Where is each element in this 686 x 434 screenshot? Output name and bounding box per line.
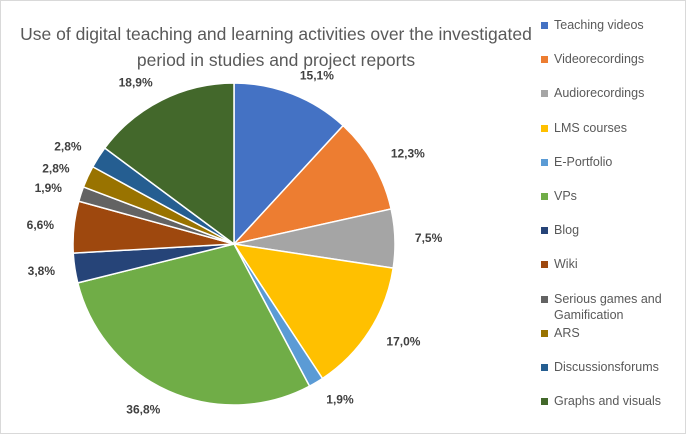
legend-label: Wiki <box>554 257 578 272</box>
legend-item-1: Videorecordings <box>541 51 644 67</box>
legend-item-10: Discussionsforums <box>541 359 659 375</box>
legend-swatch <box>541 227 548 235</box>
legend-item-2: Audiorecordings <box>541 85 644 101</box>
data-label-2: 7,5% <box>415 231 443 245</box>
pie-slice-1 <box>231 124 393 246</box>
legend-label: Discussionsforums <box>554 360 659 374</box>
data-label-10: 2,8% <box>54 139 82 153</box>
pie-slice-3 <box>232 243 395 380</box>
data-label-3: 17,0% <box>386 335 420 349</box>
legend-swatch <box>541 364 548 371</box>
legend-swatch <box>541 329 548 337</box>
legend-item-4: E-Portfolio <box>541 154 612 170</box>
legend-item-6: Blog <box>541 222 579 238</box>
legend-label: Teaching videos <box>554 18 644 32</box>
pie-slice-5 <box>76 243 311 406</box>
legend-swatch <box>541 124 548 132</box>
data-label-7: 6,6% <box>27 218 55 232</box>
legend-label: VPs <box>554 189 577 203</box>
legend-item-0: Teaching videos <box>541 17 644 33</box>
legend-swatch <box>541 22 548 29</box>
data-label-0: 15,1% <box>300 68 334 82</box>
legend-item-3: LMS courses <box>541 120 627 136</box>
legend-label: E-Portfolio <box>554 154 613 169</box>
legend-swatch <box>541 90 548 98</box>
data-label-11: 18,9% <box>119 75 153 89</box>
legend-label: Serious games and Gamification <box>554 291 662 322</box>
legend-swatch <box>541 56 548 64</box>
legend-label: Blog <box>554 223 580 238</box>
chart-title: Use of digital teaching and learning act… <box>20 24 532 70</box>
pie-slice-11 <box>103 82 235 246</box>
legend-swatch <box>541 398 548 406</box>
data-label-6: 3,8% <box>28 264 56 278</box>
legend-item-7: Wiki <box>541 256 578 272</box>
legend-item-9: ARS <box>541 325 580 341</box>
legend-label: Audiorecordings <box>554 86 645 101</box>
legend-label: Graphs and visuals <box>554 394 662 409</box>
pie-slice-0 <box>233 82 345 246</box>
legend-swatch <box>541 261 548 269</box>
data-label-1: 12,3% <box>391 147 425 161</box>
legend-label: LMS courses <box>554 120 627 135</box>
legend-label: ARS <box>554 325 580 340</box>
legend-item-5: VPs <box>541 188 577 204</box>
legend-item-8: Serious games and Gamification <box>541 291 685 323</box>
data-label-4: 1,9% <box>326 393 354 407</box>
data-label-9: 2,8% <box>42 161 70 175</box>
data-label-5: 36,8% <box>126 402 160 416</box>
legend-swatch <box>541 295 548 303</box>
legend-swatch <box>541 158 548 166</box>
legend-item-11: Graphs and visuals <box>541 393 661 409</box>
legend-swatch <box>541 193 548 200</box>
legend-label: Videorecordings <box>554 52 645 67</box>
data-label-8: 1,9% <box>35 181 63 195</box>
